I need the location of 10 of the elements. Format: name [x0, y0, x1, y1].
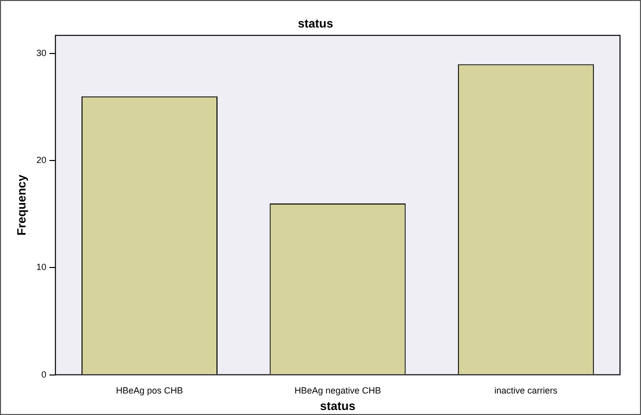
y-axis-title: Frequency: [14, 174, 29, 236]
x-tick-label: HBeAg negative CHB: [294, 386, 381, 396]
y-tick-label: 20: [36, 155, 46, 166]
x-tick-label: HBeAg pos CHB: [116, 386, 184, 396]
x-tick-label: inactive carriers: [494, 386, 558, 396]
y-tick-label: 30: [36, 48, 46, 58]
y-tick-label: 10: [36, 262, 46, 272]
chart-title: status: [298, 16, 334, 31]
x-axis-title: status: [320, 399, 356, 414]
y-tick-label: 0: [41, 369, 46, 380]
